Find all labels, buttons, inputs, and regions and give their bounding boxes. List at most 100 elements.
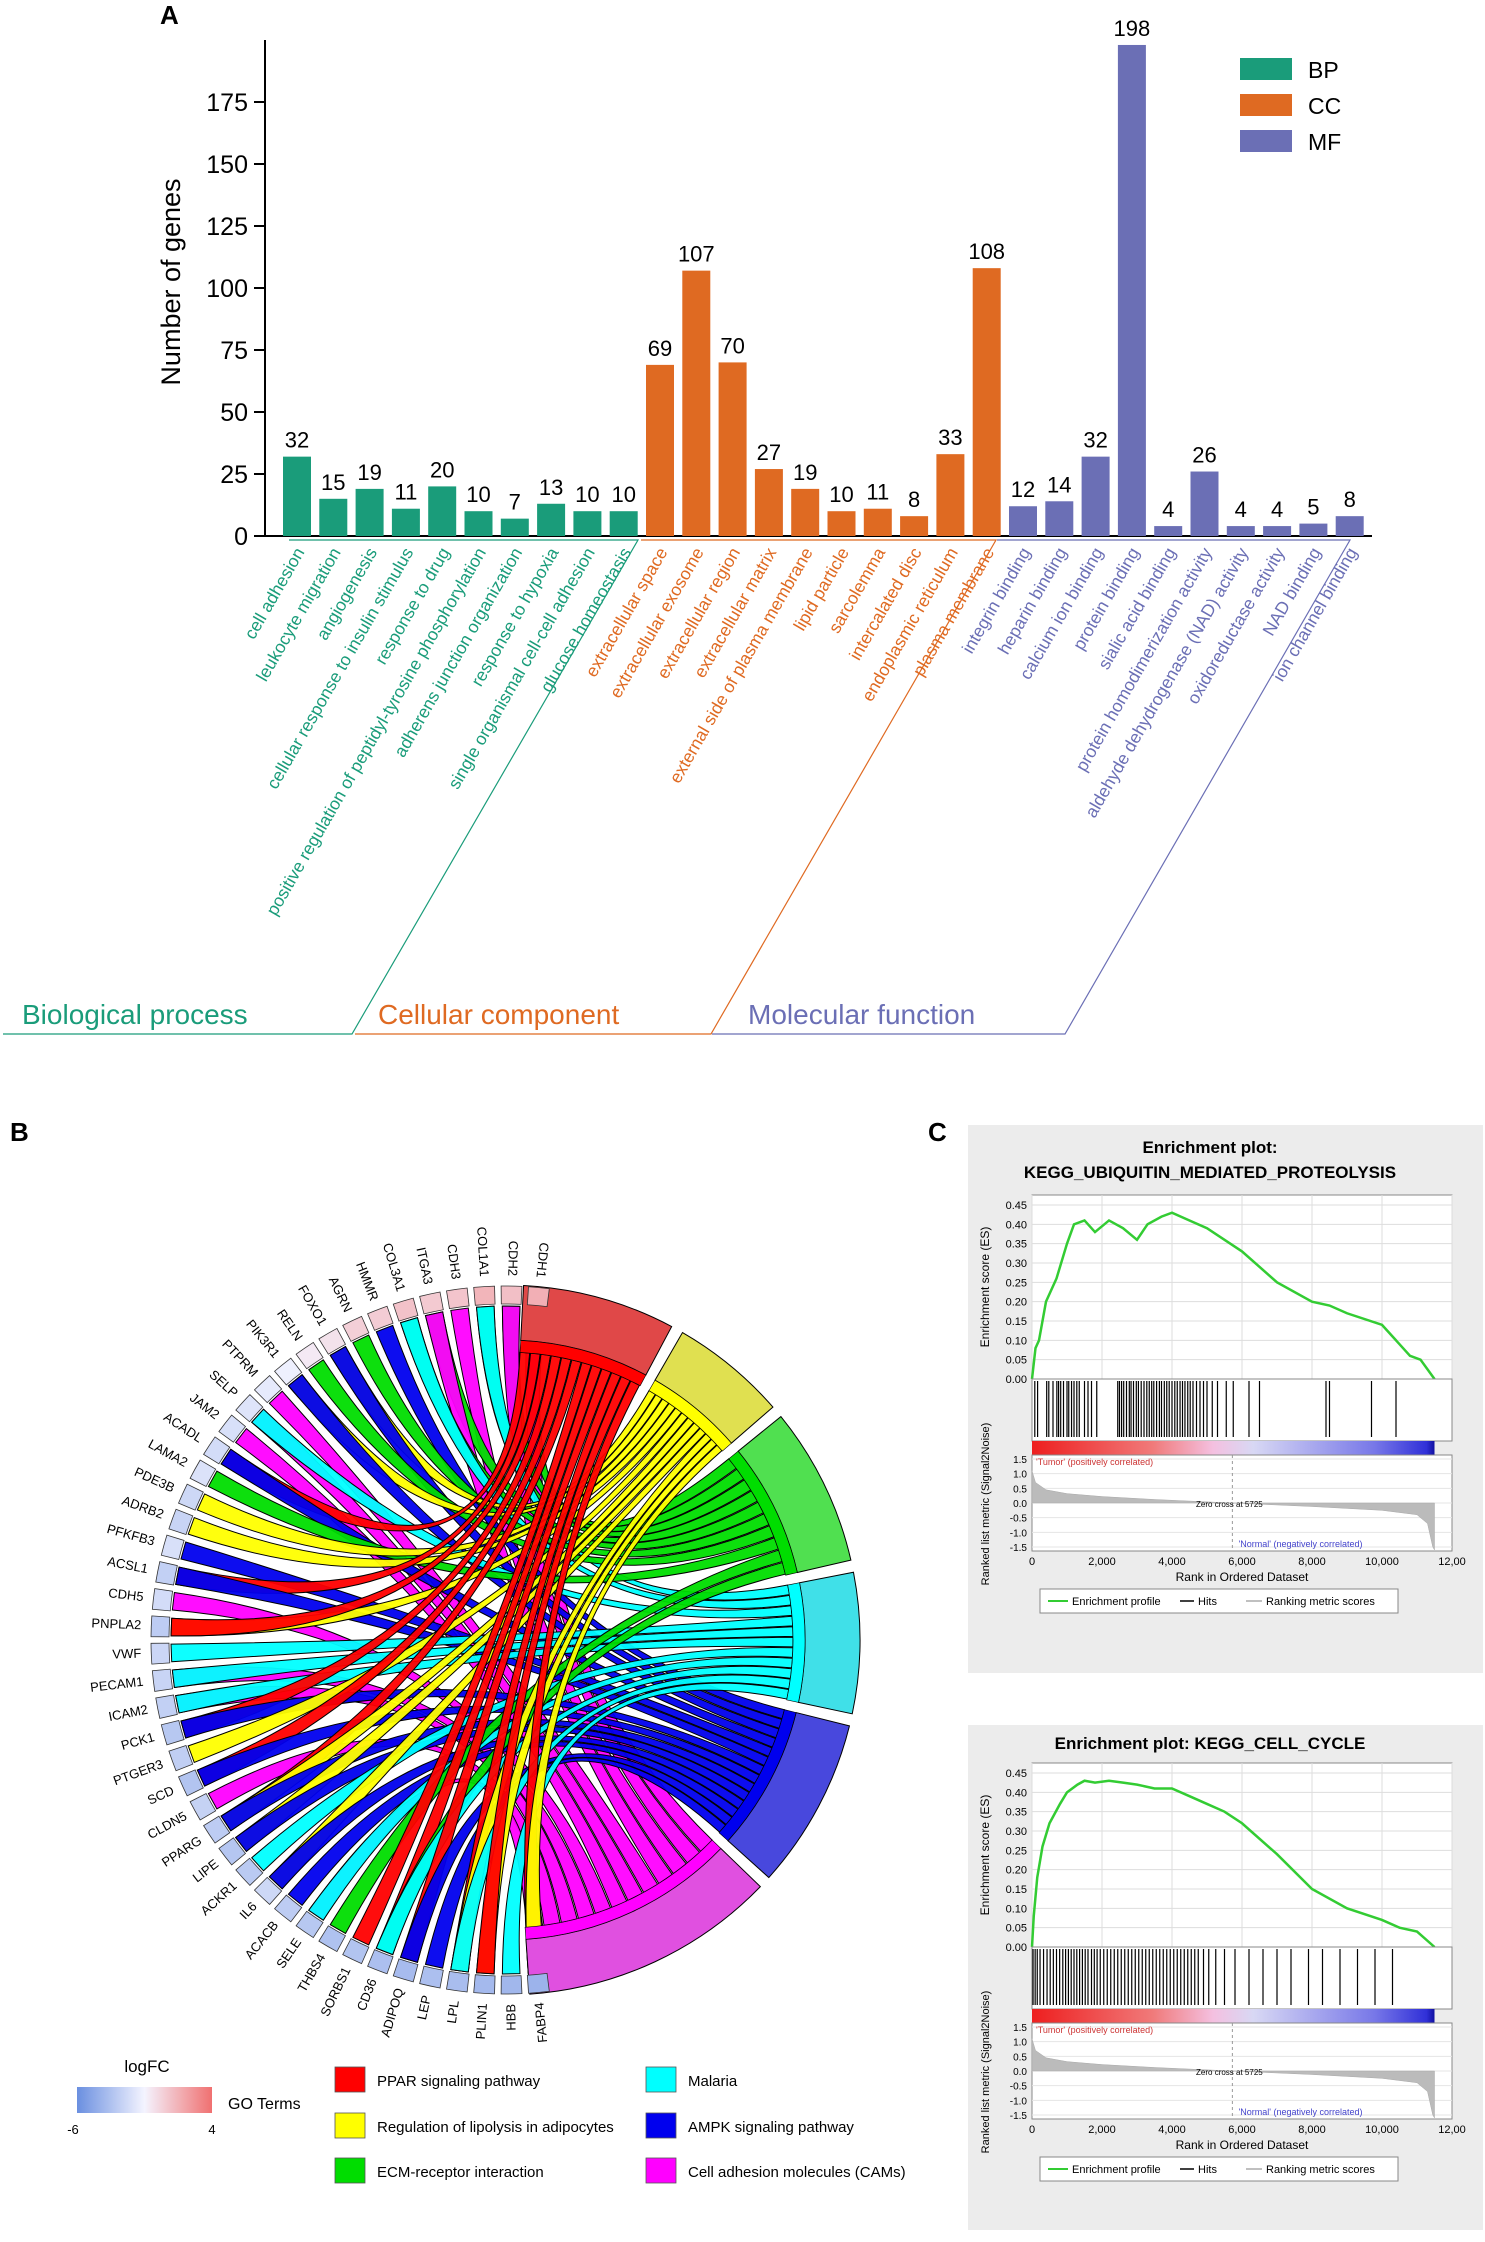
chord-legend-label: AMPK signaling pathway bbox=[688, 2119, 854, 2136]
gsea-legend-box bbox=[1039, 1588, 1399, 1614]
gsea-x-tick-label: 4,000 bbox=[1158, 1556, 1186, 1568]
a-bar bbox=[283, 456, 311, 536]
a-bar-value-label: 8 bbox=[1344, 487, 1356, 512]
chord-gene-block bbox=[473, 1285, 496, 1306]
a-y-tick-label: 75 bbox=[220, 337, 248, 365]
chord-gene-label: CDH1 bbox=[533, 1242, 551, 1279]
a-bar-value-label: 7 bbox=[509, 490, 521, 515]
a-y-tick-label: 50 bbox=[220, 399, 248, 427]
a-bar-value-label: 10 bbox=[611, 482, 635, 507]
chord-gene-block bbox=[150, 1642, 171, 1665]
chord-gene-block bbox=[235, 1857, 264, 1886]
chord-gene-label: ITGA3 bbox=[413, 1246, 436, 1286]
chord-legend-swatch bbox=[334, 2112, 366, 2139]
a-y-tick-label: 150 bbox=[206, 151, 248, 179]
gsea-metric-tick-label: 1.5 bbox=[1013, 2023, 1027, 2034]
chord-gene-label: CD36 bbox=[354, 1976, 380, 2012]
a-bar bbox=[391, 508, 420, 536]
gsea-es-tick-label: 0.05 bbox=[1006, 1355, 1027, 1367]
a-y-tick-label: 125 bbox=[206, 213, 248, 241]
logfc-min-label: -6 bbox=[67, 2122, 79, 2137]
a-bar bbox=[609, 511, 638, 536]
chord-gene-block bbox=[526, 1972, 550, 1994]
gsea-hits-frame bbox=[1031, 1378, 1453, 1442]
gsea-enrichment-curve bbox=[1030, 1211, 1436, 1380]
a-bar-value-label: 32 bbox=[285, 428, 309, 453]
a-bar-value-label: 15 bbox=[321, 470, 345, 495]
chord-gene-block bbox=[150, 1615, 171, 1638]
a-group-outlines: Biological process Cellular component Mole… bbox=[3, 539, 1352, 1035]
a-group-title: Biological process bbox=[22, 999, 248, 1030]
logfc-gradient-bar bbox=[77, 2087, 212, 2113]
chord-gene-block bbox=[203, 1436, 231, 1465]
a-bar-value-label: 19 bbox=[357, 460, 381, 485]
gsea-metric-tick-label: -1.5 bbox=[1010, 1543, 1028, 1554]
gsea-metric-ylabel: Ranked list metric (Signal2Noise) bbox=[980, 1991, 992, 2154]
chord-gene-block bbox=[295, 1341, 324, 1370]
gsea-es-tick-label: 0.45 bbox=[1006, 1768, 1027, 1780]
chord-gene-block bbox=[274, 1894, 303, 1923]
gsea-plot-ubiquitin: Enrichment plot: KEGG_UBIQUITIN_MEDIATED_… bbox=[968, 1125, 1483, 1673]
gsea-enrichment-curve bbox=[1030, 1779, 1436, 1948]
chord-gene-block bbox=[189, 1459, 217, 1488]
gsea-es-tick-label: 0.20 bbox=[1006, 1865, 1027, 1877]
chord-gene-label: LIPE bbox=[190, 1856, 222, 1885]
chord-term-arc bbox=[797, 1571, 861, 1715]
gsea-legend-metric: Ranking metric scores bbox=[1266, 2164, 1375, 2176]
gsea-metric-area bbox=[1031, 1470, 1435, 1551]
chord-legend-swatch bbox=[645, 2157, 677, 2184]
chord-legend-label: ECM-receptor interaction bbox=[377, 2164, 544, 2181]
gsea-legend-metric: Ranking metric scores bbox=[1266, 1596, 1375, 1608]
a-bar bbox=[1045, 501, 1074, 536]
gsea-x-tick-label: 12,00 bbox=[1438, 1556, 1466, 1568]
a-legend-label: MF bbox=[1308, 129, 1341, 155]
chord-gene-label: PLIN1 bbox=[473, 2003, 490, 2040]
a-bar bbox=[428, 486, 457, 536]
chord-gene-label: SELP bbox=[206, 1367, 241, 1400]
panel-c-letter: C bbox=[928, 1117, 947, 1147]
gsea-es-tick-label: 0.15 bbox=[1006, 1316, 1027, 1328]
chord-gene-block bbox=[253, 1876, 283, 1905]
gsea-xlabel: Rank in Ordered Dataset bbox=[1176, 2138, 1309, 2152]
gsea-x-tick-label: 2,000 bbox=[1088, 2124, 1116, 2136]
chord-gene-block bbox=[392, 1297, 419, 1322]
a-bar-value-label: 33 bbox=[938, 425, 962, 450]
a-group-outline bbox=[355, 539, 998, 1035]
chord-gene-label: LPL bbox=[444, 1999, 462, 2024]
chord-gene-block bbox=[274, 1357, 303, 1386]
chord-term-inner-band bbox=[728, 1450, 798, 1576]
gsea-legend-hits: Hits bbox=[1198, 2164, 1217, 2176]
gsea-es-tick-label: 0.00 bbox=[1006, 1374, 1027, 1386]
gsea-es-tick-label: 0.35 bbox=[1006, 1807, 1027, 1819]
chord-gene-block bbox=[419, 1291, 444, 1315]
chord-legend-label: Regulation of lipolysis in adipocytes bbox=[377, 2119, 614, 2136]
chord-legend-label: PPAR signaling pathway bbox=[377, 2073, 541, 2090]
a-bar-value-label: 27 bbox=[757, 440, 781, 465]
a-legend-label: BP bbox=[1308, 57, 1339, 83]
chord-gene-block bbox=[235, 1394, 264, 1423]
gsea-plot-cell-cycle: Enrichment plot: KEGG_CELL_CYCLE 0.45 0.40… bbox=[968, 1725, 1483, 2230]
gsea-title: Enrichment plot: bbox=[1142, 1138, 1277, 1157]
a-bar-value-label: 4 bbox=[1271, 497, 1283, 522]
gsea-zero-cross-label: Zero cross at 5725 bbox=[1196, 2068, 1263, 2077]
panel-b-letter: B bbox=[10, 1117, 29, 1147]
chord-gene-label: RELN bbox=[274, 1306, 306, 1343]
chord-gene-block bbox=[177, 1769, 204, 1797]
gsea-es-tick-label: 0.10 bbox=[1006, 1335, 1027, 1347]
chord-gene-block bbox=[177, 1483, 204, 1511]
a-bar bbox=[500, 518, 529, 536]
chord-gene-block bbox=[151, 1668, 174, 1692]
gsea-metric-tick-label: -0.5 bbox=[1010, 2082, 1028, 2093]
chord-gene-block bbox=[342, 1938, 370, 1965]
chord-term-inner-band bbox=[524, 1839, 722, 1940]
a-bar bbox=[1263, 526, 1292, 536]
a-bar bbox=[791, 488, 820, 536]
gsea-es-tick-label: 0.30 bbox=[1006, 1258, 1027, 1270]
a-bar-value-label: 14 bbox=[1047, 472, 1071, 497]
gsea-x-tick-label: 0 bbox=[1029, 1556, 1035, 1568]
gsea-x-tick-label: 10,000 bbox=[1365, 2124, 1399, 2136]
gsea-x-tick-label: 2,000 bbox=[1088, 1556, 1116, 1568]
gsea-subtitle: KEGG_UBIQUITIN_MEDIATED_PROTEOLYSIS bbox=[1024, 1163, 1396, 1182]
chord-legend-swatch bbox=[334, 2157, 366, 2184]
